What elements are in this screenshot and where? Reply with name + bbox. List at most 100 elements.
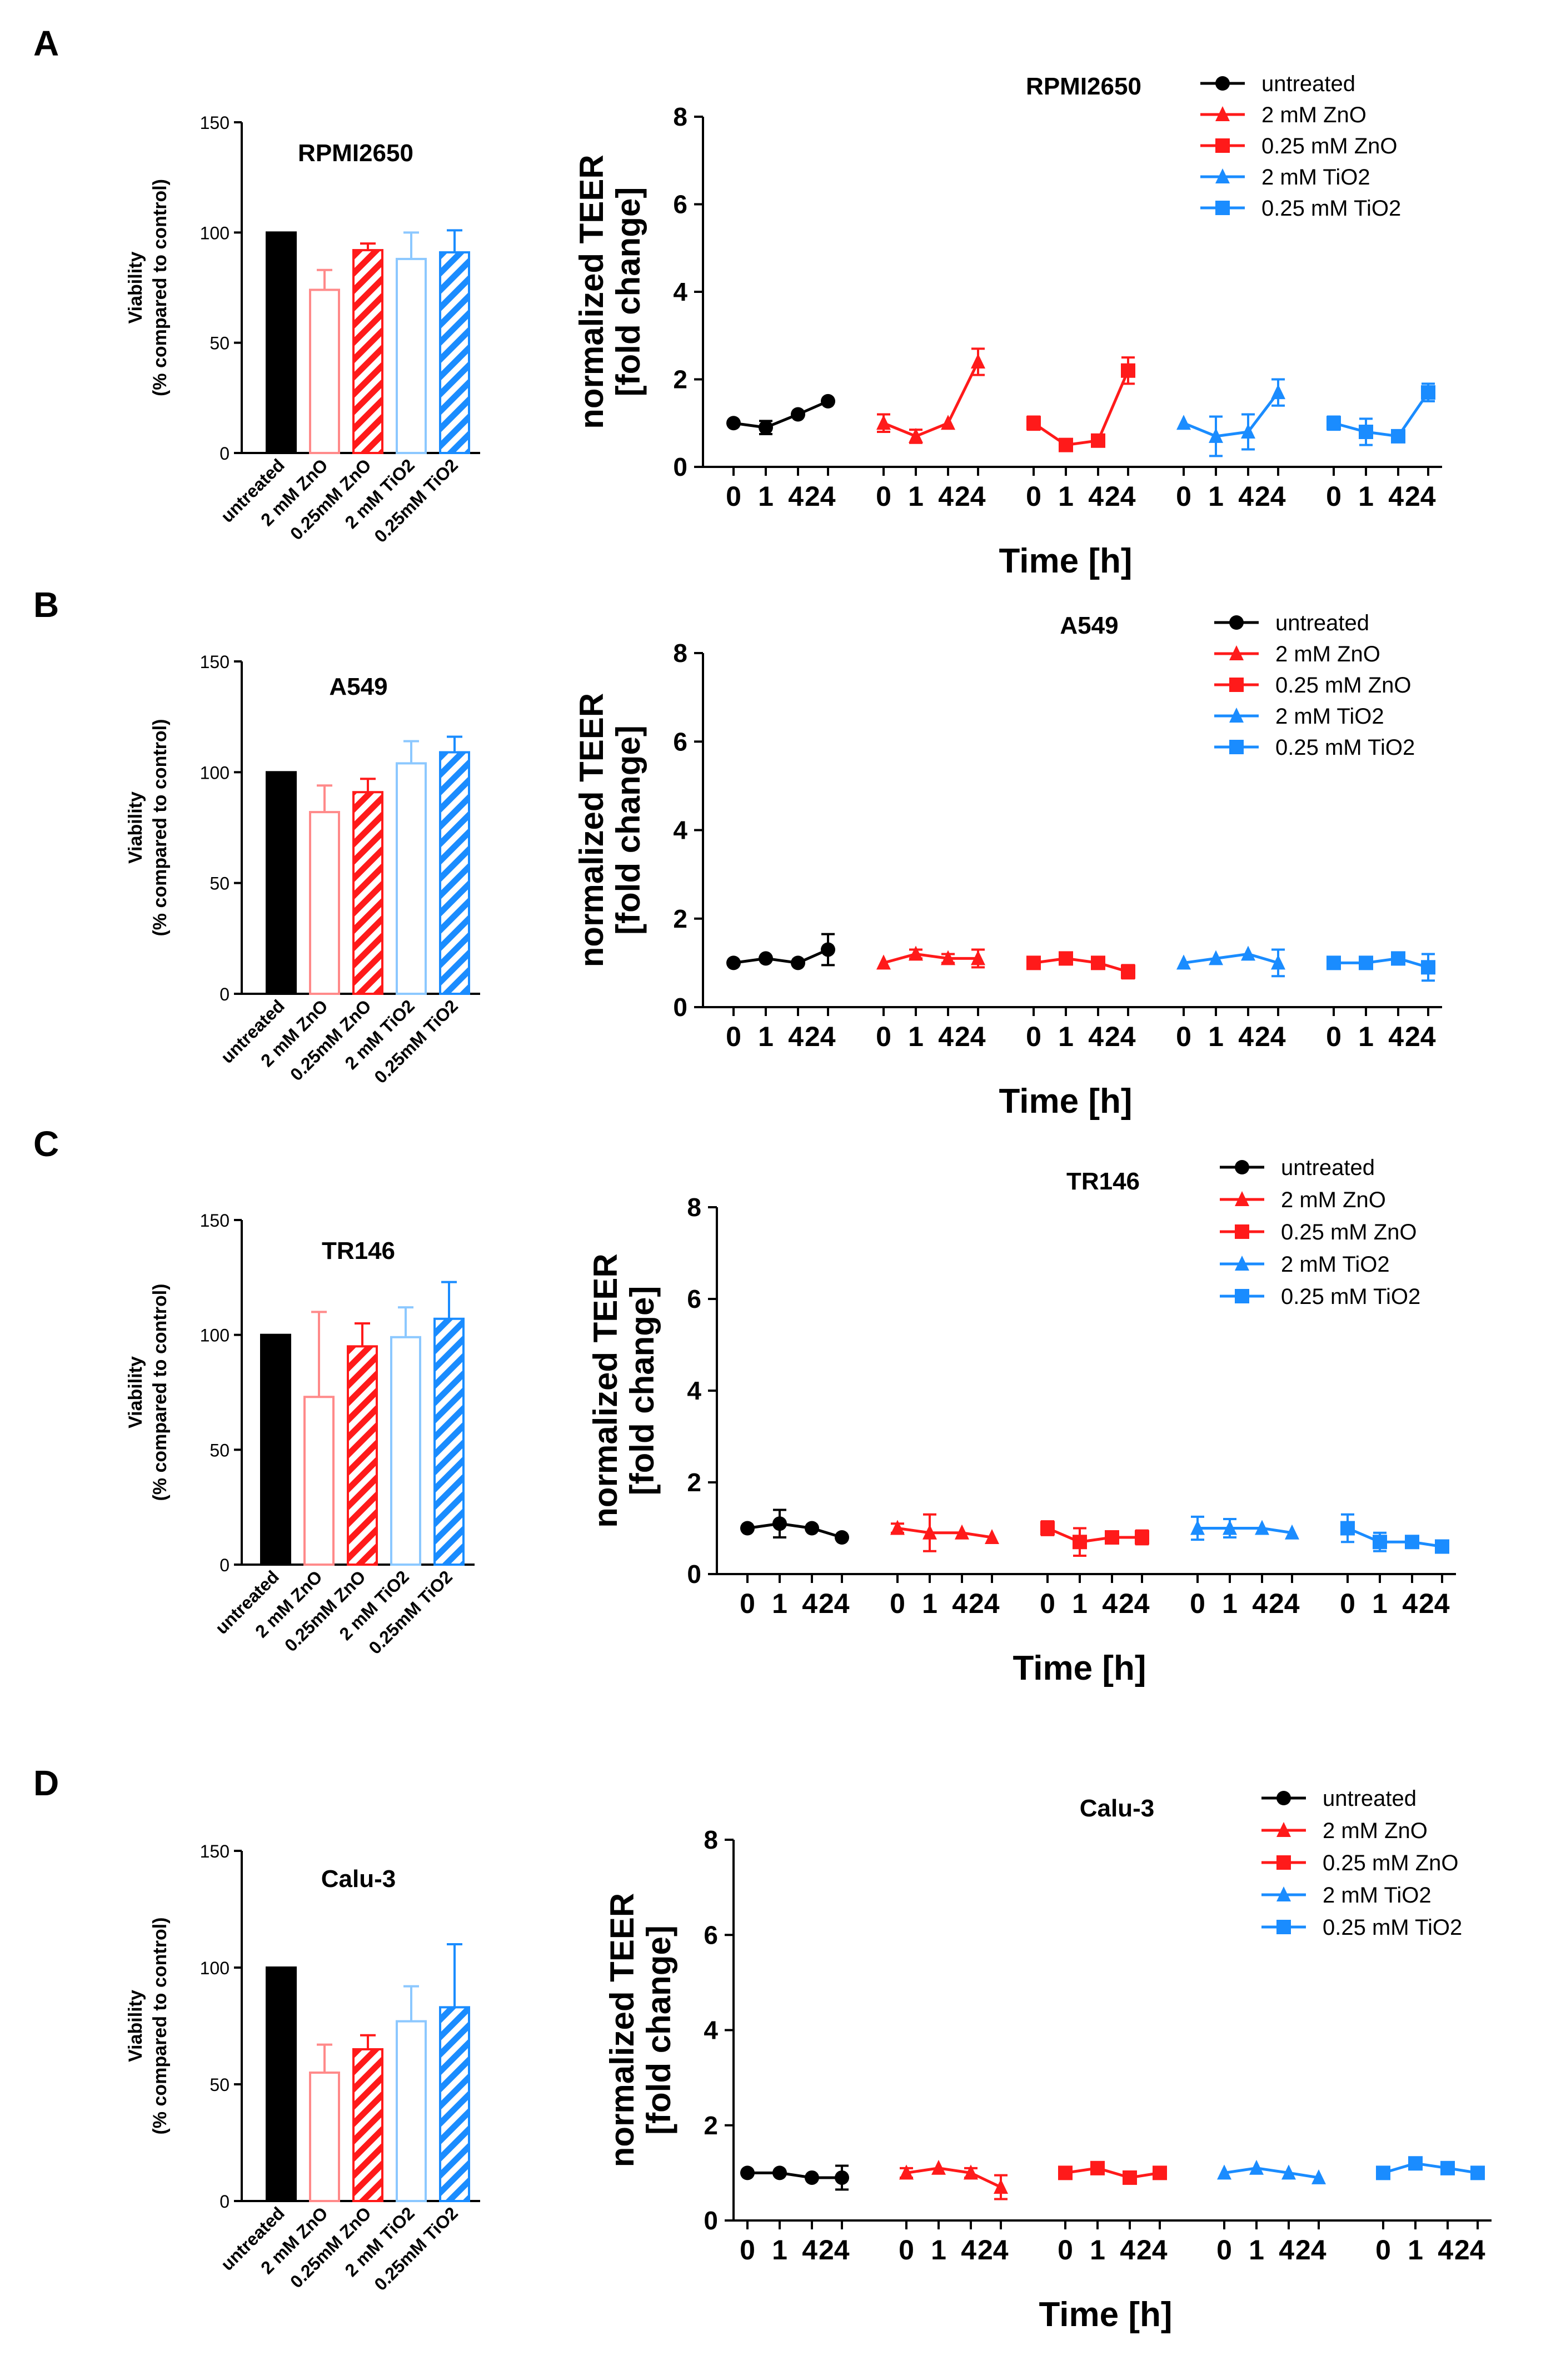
teer-x-tick-label: 24 — [1454, 2234, 1485, 2266]
teer-point — [985, 1529, 999, 1544]
teer-point — [1255, 1520, 1269, 1535]
teer-x-label: Time [h] — [1039, 2296, 1173, 2334]
teer-point — [955, 1524, 969, 1540]
teer-x-tick-label: 1 — [1408, 2234, 1423, 2266]
teer-point — [1091, 955, 1105, 970]
viability-y-tick-label: 50 — [210, 333, 230, 353]
teer-point — [1326, 955, 1341, 970]
teer-point — [922, 1524, 937, 1540]
teer-x-tick-label: 4 — [1438, 2234, 1453, 2266]
teer-x-tick-label: 0 — [899, 2234, 914, 2266]
teer-point — [1058, 2165, 1073, 2180]
teer-x-tick-label: 0 — [1375, 2234, 1391, 2266]
teer-y-tick-label: 0 — [673, 993, 687, 1022]
teer-series-line — [1065, 2167, 1160, 2179]
teer-x-tick-label: 4 — [1252, 1588, 1268, 1619]
teer-x-tick-label: 4 — [1388, 1021, 1404, 1052]
teer-x-tick-label: 24 — [1105, 1021, 1136, 1052]
teer-x-tick-label: 24 — [1295, 2234, 1326, 2266]
teer-y-tick-label: 0 — [673, 452, 687, 481]
teer-point — [1105, 1530, 1119, 1545]
teer-y-tick-label: 4 — [687, 1376, 701, 1405]
teer-y-tick-label: 4 — [673, 277, 687, 306]
teer-series-line — [1183, 952, 1279, 964]
teer-point — [1190, 1520, 1205, 1535]
legend-marker — [1229, 678, 1244, 692]
teer-point — [835, 1530, 849, 1545]
teer-x-tick-label: 24 — [969, 1588, 1000, 1619]
legend-label: 0.25 mM ZnO — [1323, 1851, 1459, 1875]
panel-letter: C — [33, 1124, 59, 1164]
teer-point — [1405, 1535, 1419, 1550]
teer-x-tick-label: 1 — [1222, 1588, 1238, 1619]
teer-series-line — [1047, 1527, 1142, 1543]
viability-bar — [266, 1966, 297, 2202]
teer-point — [1040, 1521, 1055, 1536]
teer-point — [1340, 1521, 1355, 1536]
teer-point — [1217, 2164, 1231, 2180]
teer-series-line — [883, 361, 980, 438]
teer-series-line — [1033, 370, 1130, 447]
legend-label: untreated — [1261, 72, 1355, 96]
teer-x-tick-label: 24 — [1405, 481, 1436, 512]
legend-label: untreated — [1281, 1156, 1375, 1180]
teer-x-tick-label: 1 — [758, 481, 774, 512]
legend-marker — [1276, 1791, 1291, 1805]
teer-point — [791, 407, 805, 422]
teer-x-tick-label: 1 — [1208, 1021, 1224, 1052]
teer-point — [1435, 1539, 1449, 1554]
viability-y-tick-label: 0 — [220, 444, 230, 464]
legend-label: untreated — [1323, 1786, 1417, 1811]
teer-point — [1091, 433, 1105, 448]
viability-y-tick-label: 150 — [200, 1841, 230, 1861]
legend-marker — [1235, 1160, 1249, 1174]
teer-x-tick-label: 1 — [1072, 1588, 1088, 1619]
viability-bar — [347, 1345, 378, 1566]
teer-y-label-sub: [fold change] — [624, 1286, 661, 1496]
teer-x-tick-label: 1 — [922, 1588, 937, 1619]
teer-x-tick-label: 1 — [1249, 2234, 1264, 2266]
teer-x-tick-label: 24 — [1136, 2234, 1168, 2266]
legend-marker — [1229, 645, 1244, 660]
teer-x-tick-label: 0 — [1026, 481, 1041, 512]
legend-marker — [1229, 740, 1244, 754]
teer-x-tick-label: 4 — [938, 1021, 954, 1052]
teer-x-tick-label: 0 — [726, 481, 741, 512]
teer-point — [1241, 424, 1255, 439]
legend-label: 0.25 mM TiO2 — [1281, 1284, 1420, 1309]
teer-x-tick-label: 0 — [740, 1588, 755, 1619]
teer-x-tick-label: 4 — [961, 2234, 976, 2266]
teer-point — [1408, 2156, 1423, 2171]
teer-y-tick-label: 2 — [704, 2111, 718, 2140]
teer-x-tick-label: 0 — [1340, 1588, 1355, 1619]
teer-x-tick-label: 24 — [1269, 1588, 1300, 1619]
teer-series-line — [747, 2171, 842, 2179]
teer-title: TR146 — [1066, 1168, 1140, 1195]
panel-letter: B — [33, 585, 59, 625]
teer-point — [1121, 363, 1135, 378]
teer-point — [1026, 955, 1041, 970]
teer-x-tick-label: 0 — [740, 2234, 755, 2266]
teer-y-label: normalized TEER — [587, 1253, 624, 1527]
viability-bar — [260, 1333, 291, 1566]
teer-x-tick-label: 0 — [1026, 1021, 1041, 1052]
teer-x-tick-label: 4 — [788, 481, 804, 512]
teer-x-tick-label: 4 — [1238, 481, 1254, 512]
legend-marker — [1215, 201, 1230, 215]
teer-point — [1059, 951, 1073, 966]
teer-x-tick-label: 1 — [908, 1021, 924, 1052]
teer-x-tick-label: 0 — [1058, 2234, 1073, 2266]
teer-title: RPMI2650 — [1026, 73, 1141, 100]
teer-x-tick-label: 4 — [952, 1588, 968, 1619]
teer-point — [1421, 385, 1435, 400]
teer-point — [1271, 384, 1285, 400]
teer-point — [821, 394, 835, 409]
legend-label: 0.25 mM ZnO — [1275, 673, 1412, 698]
teer-point — [1391, 429, 1405, 444]
legend-marker — [1229, 615, 1244, 630]
teer-point — [1326, 416, 1341, 431]
teer-point — [772, 2165, 787, 2180]
teer-series-line — [1224, 2167, 1319, 2179]
viability-y-label-sub: (% compared to control) — [149, 1283, 171, 1501]
viability-bar — [439, 751, 470, 995]
